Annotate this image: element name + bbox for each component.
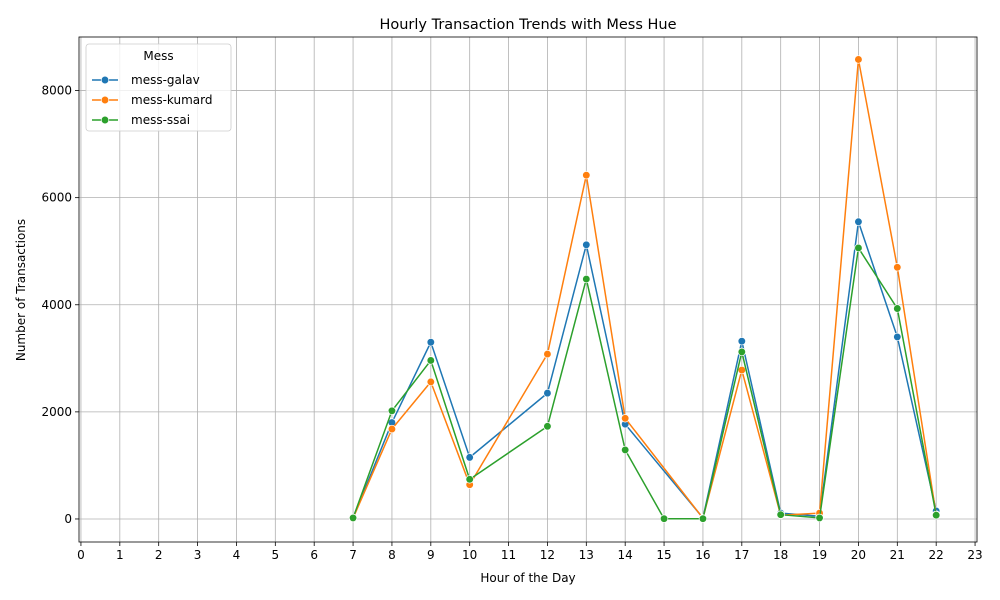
data-point (698, 514, 708, 523)
data-point (854, 243, 863, 253)
data-point (893, 304, 902, 313)
x-tick-label: 21 (890, 548, 905, 562)
data-point (776, 510, 785, 519)
legend-swatch-marker (100, 115, 110, 125)
x-tick-label: 18 (773, 548, 788, 562)
series-mess-ssai (348, 243, 941, 523)
data-point (737, 365, 746, 375)
x-tick-label: 0 (77, 548, 85, 562)
data-point (543, 388, 552, 398)
legend-swatch-marker (100, 75, 110, 85)
legend-swatch-marker (100, 95, 110, 105)
legend-item: mess-kumard (92, 93, 212, 107)
legend-label: mess-galav (131, 73, 200, 87)
y-tick-label: 0 (64, 512, 72, 526)
data-point (426, 338, 435, 347)
data-point (893, 263, 902, 272)
data-point (582, 274, 591, 284)
x-tick-label: 23 (967, 548, 982, 562)
x-tick-label: 7 (349, 548, 357, 562)
data-point (543, 349, 552, 359)
y-tick-label: 4000 (41, 298, 72, 312)
chart-title: Hourly Transaction Trends with Mess Hue (379, 17, 676, 33)
data-point (582, 240, 591, 249)
data-point (543, 422, 552, 431)
plot-frame (78, 36, 978, 543)
data-point (621, 445, 630, 455)
series-line (352, 58, 937, 519)
data-point (465, 475, 474, 484)
x-tick-label: 8 (388, 548, 396, 562)
data-point (621, 414, 630, 423)
grid-layer (79, 37, 977, 542)
data-point (465, 453, 474, 462)
x-tick-label: 15 (656, 548, 671, 562)
data-point (854, 217, 863, 226)
data-point (893, 332, 902, 342)
x-tick-label: 12 (540, 548, 555, 562)
data-point (659, 514, 669, 523)
x-tick-label: 17 (734, 548, 749, 562)
x-tick-label: 1 (116, 548, 124, 562)
x-tick-label: 10 (462, 548, 477, 562)
legend-title: Mess (143, 49, 173, 63)
legend-item: mess-ssai (92, 113, 190, 127)
x-tick-label: 13 (579, 548, 594, 562)
x-axis-label: Hour of the Day (480, 571, 575, 585)
x-tick-label: 14 (618, 548, 633, 562)
data-point (426, 356, 435, 365)
data-point (737, 347, 746, 357)
y-tick-label: 8000 (41, 84, 72, 98)
x-tick-label: 3 (194, 548, 202, 562)
legend-item: mess-galav (92, 73, 200, 87)
legend-box (85, 43, 232, 132)
legend-label: mess-kumard (131, 93, 212, 107)
data-point (815, 513, 824, 523)
series-layer (348, 55, 941, 523)
data-point (932, 511, 941, 520)
x-tick-label: 20 (851, 548, 866, 562)
x-tick-label: 5 (271, 548, 279, 562)
series-mess-kumard (348, 55, 941, 523)
y-tick-label: 6000 (41, 191, 72, 205)
y-tick-label: 2000 (41, 405, 72, 419)
x-tick-label: 9 (427, 548, 435, 562)
x-tick-label: 11 (501, 548, 516, 562)
legend-label: mess-ssai (131, 113, 190, 127)
x-tick-label: 4 (233, 548, 241, 562)
legend: Mess mess-galav mess-kumard mess-ssai (85, 43, 232, 132)
data-point (387, 406, 397, 415)
data-point (348, 513, 358, 523)
data-point (426, 377, 435, 387)
data-point (854, 55, 863, 64)
series-line (352, 221, 937, 519)
y-axis-label: Number of Transactions (14, 219, 28, 361)
x-tick-label: 2 (155, 548, 163, 562)
data-point (737, 337, 746, 346)
tick-layer: 0 1 2 3 4 5 6 7 8 9 10 11 12 13 14 15 16 17 18 19 20 21 22 2302… (41, 84, 982, 562)
x-tick-label: 22 (929, 548, 944, 562)
x-tick-label: 6 (310, 548, 318, 562)
data-point (582, 171, 591, 180)
data-point (387, 424, 397, 434)
series-line (352, 247, 937, 520)
x-tick-label: 16 (695, 548, 710, 562)
series-mess-galav (348, 217, 941, 523)
x-tick-label: 19 (812, 548, 827, 562)
